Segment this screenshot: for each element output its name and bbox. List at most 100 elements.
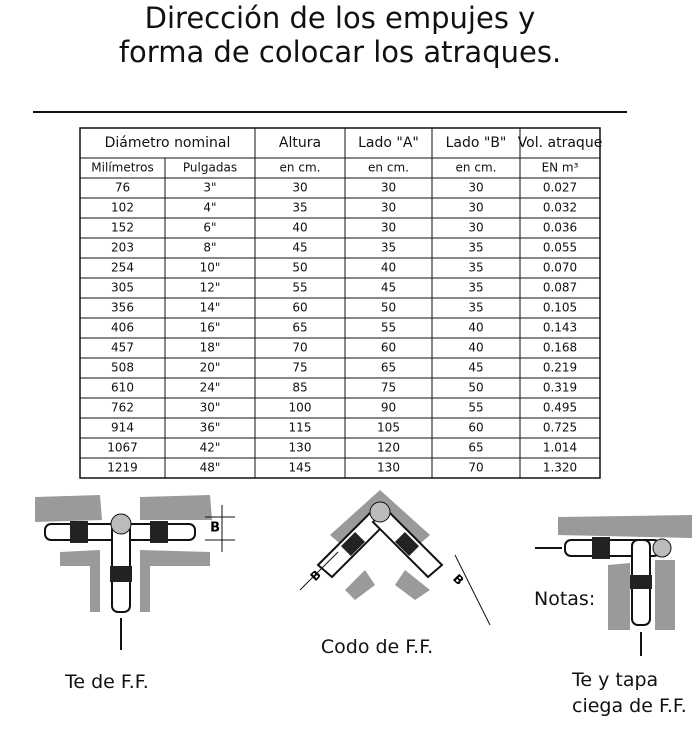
table-cell: 356 (111, 301, 134, 315)
table-cell: 70 (292, 341, 307, 355)
table-cell: 145 (289, 461, 312, 475)
table-cell: 8" (203, 241, 216, 255)
table-cell: 60 (381, 341, 396, 355)
table-cell: 30 (381, 181, 396, 195)
diagram-label: ciega de F.F. (572, 695, 687, 717)
table-cell: 14" (200, 301, 221, 315)
table-cell: 30 (381, 221, 396, 235)
table-cell: 115 (289, 421, 312, 435)
table-cell: 130 (377, 461, 400, 475)
table-cell: 1.014 (543, 441, 577, 455)
table-cell: 85 (292, 381, 307, 395)
table-cell: 35 (468, 261, 483, 275)
table-cell: 90 (381, 401, 396, 415)
table-cell: 30 (468, 221, 483, 235)
subheader-cell: en cm. (456, 161, 497, 175)
table-cell: 3" (203, 181, 216, 195)
table-cell: 35 (381, 241, 396, 255)
table-cell: 65 (292, 321, 307, 335)
table-cell: 60 (292, 301, 307, 315)
header-cell: Lado "B" (446, 135, 507, 151)
table-cell: 65 (468, 441, 483, 455)
table-cell: 0.027 (543, 181, 577, 195)
table-cell: 45 (292, 241, 307, 255)
table-cell: 48" (200, 461, 221, 475)
table-cell: 40 (292, 221, 307, 235)
table: Diámetro nominal Altura Lado "A" Lado "B" Vo… (79, 127, 603, 479)
subheader-cell: EN m³ (542, 161, 579, 175)
title-line: forma de colocar los atraques. (119, 35, 561, 69)
table-cell: 0.032 (543, 201, 577, 215)
table-cell: 1067 (107, 441, 138, 455)
subheader-cell: Pulgadas (183, 161, 237, 175)
table-cell: 0.219 (543, 361, 577, 375)
table-cell: 100 (289, 401, 312, 415)
table-cell: 55 (468, 401, 483, 415)
table-cell: 42" (200, 441, 221, 455)
table-cell: 4" (203, 201, 216, 215)
table-cell: 24" (200, 381, 221, 395)
table-cell: 0.725 (543, 421, 577, 435)
table-cell: 35 (468, 241, 483, 255)
table-cell: 914 (111, 421, 134, 435)
table-cell: 0.495 (543, 401, 577, 415)
table-cell: 45 (381, 281, 396, 295)
table-cell: 0.319 (543, 381, 577, 395)
table-cell: 30 (468, 201, 483, 215)
table-cell: 30 (292, 181, 307, 195)
subheader-cell: Milímetros (91, 161, 153, 175)
subheader-cell: en cm. (280, 161, 321, 175)
table-cell: 70 (468, 461, 483, 475)
table-cell: 762 (111, 401, 134, 415)
table-cell: 406 (111, 321, 134, 335)
note-label: Notas: (534, 588, 595, 610)
table-cell: 75 (381, 381, 396, 395)
dimension-label: B (210, 521, 220, 536)
table-cell: 75 (292, 361, 307, 375)
table-cell: 457 (111, 341, 134, 355)
table-cell: 65 (381, 361, 396, 375)
diagram-label: Codo de F.F. (321, 636, 433, 658)
table-cell: 105 (377, 421, 400, 435)
table-cell: 508 (111, 361, 134, 375)
table-cell: 254 (111, 261, 134, 275)
table-cell: 1219 (107, 461, 138, 475)
table-cell: 0.143 (543, 321, 577, 335)
table-cell: 0.070 (543, 261, 577, 275)
table-cell: 12" (200, 281, 221, 295)
table-cell: 30 (381, 201, 396, 215)
header-cell: Vol. atraque (518, 135, 603, 151)
table-cell: 203 (111, 241, 134, 255)
table-cell: 40 (381, 261, 396, 275)
header-cell: Diámetro nominal (105, 135, 231, 151)
table-cell: 0.036 (543, 221, 577, 235)
table-cell: 45 (468, 361, 483, 375)
table-cell: 36" (200, 421, 221, 435)
table-cell: 102 (111, 201, 134, 215)
table-cell: 30 (468, 181, 483, 195)
table-cell: 35 (468, 301, 483, 315)
table-cell: 0.055 (543, 241, 577, 255)
table-cell: 55 (381, 321, 396, 335)
table-cell: 76 (115, 181, 130, 195)
table-cell: 1.320 (543, 461, 577, 475)
table-cell: 6" (203, 221, 216, 235)
table-cell: 0.087 (543, 281, 577, 295)
header-cell: Lado "A" (358, 135, 419, 151)
table-cell: 20" (200, 361, 221, 375)
table-cell: 0.105 (543, 301, 577, 315)
table-cell: 130 (289, 441, 312, 455)
table-cell: 50 (381, 301, 396, 315)
table-cell: 50 (292, 261, 307, 275)
table-cell: 610 (111, 381, 134, 395)
table-cell: 16" (200, 321, 221, 335)
table-cell: 10" (200, 261, 221, 275)
elbow-diagram: B B Codo de F.F. (299, 490, 491, 658)
table-cell: 30" (200, 401, 221, 415)
table-cell: 40 (468, 341, 483, 355)
te-diagram: B Te de F.F. (35, 495, 235, 693)
table-cell: 55 (292, 281, 307, 295)
table-cell: 305 (111, 281, 134, 295)
table-cell: 120 (377, 441, 400, 455)
